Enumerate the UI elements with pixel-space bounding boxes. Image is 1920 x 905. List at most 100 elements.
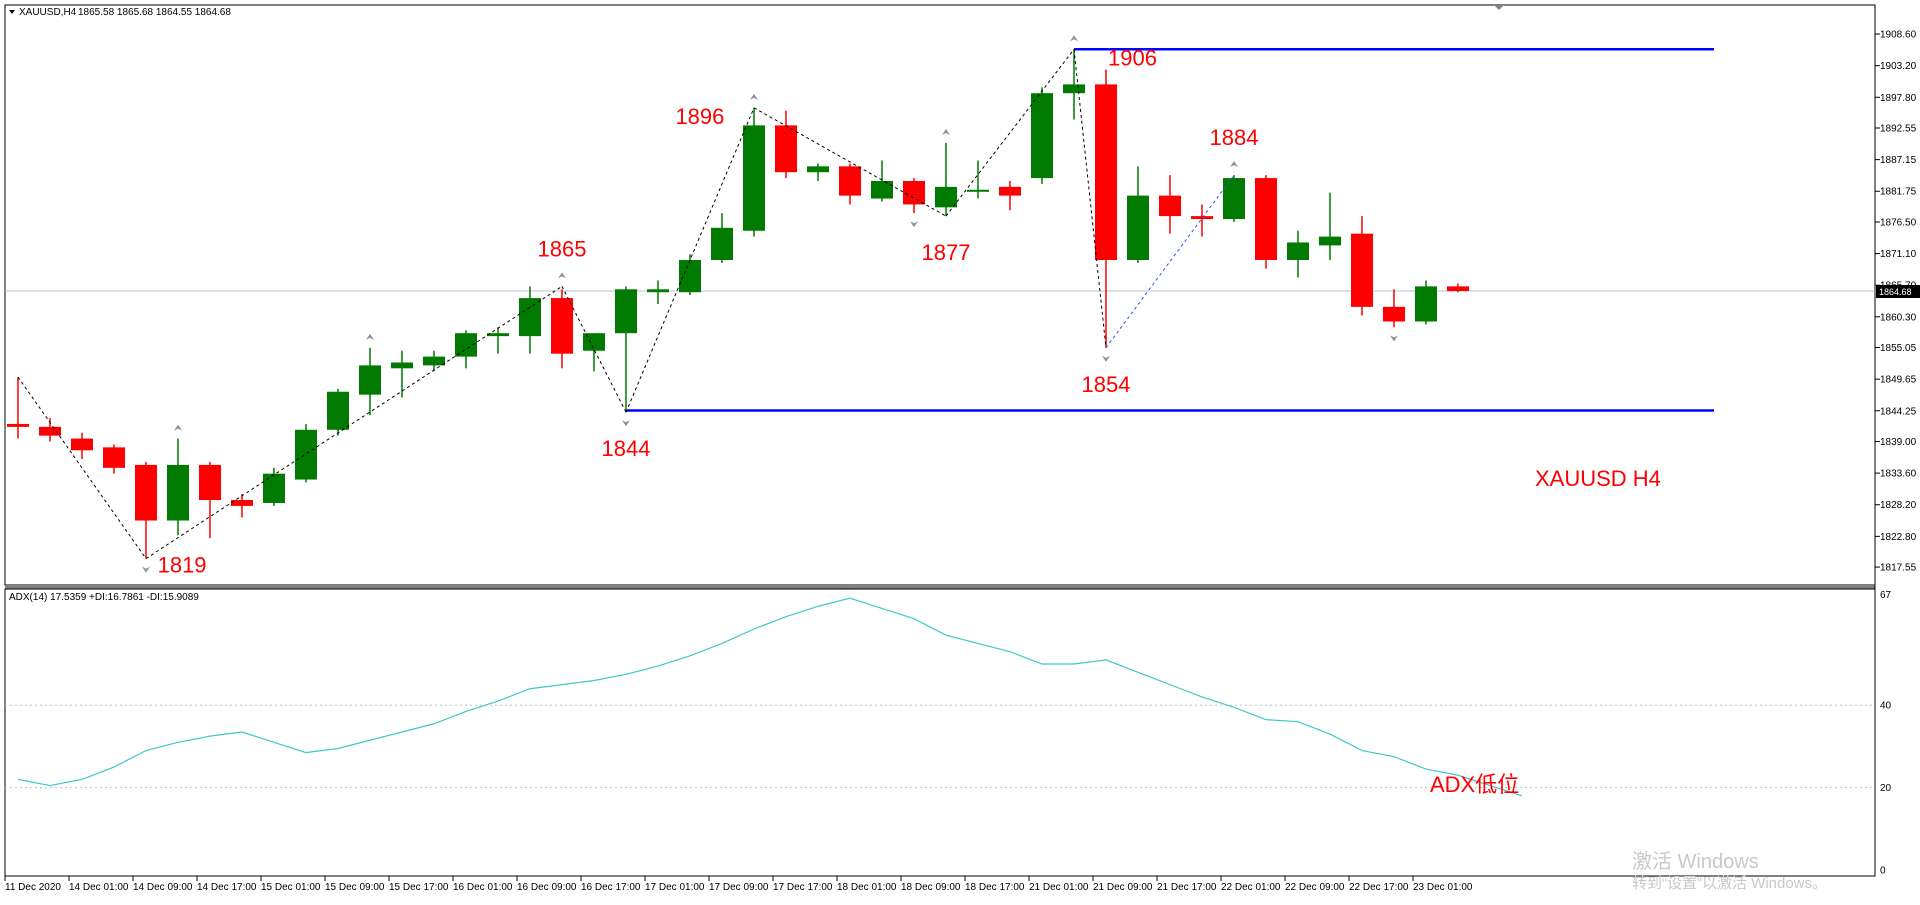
candle[interactable] bbox=[1255, 175, 1277, 269]
adx-line bbox=[17, 597, 1523, 797]
price-annotation: 1865 bbox=[538, 236, 587, 261]
candle-body bbox=[71, 438, 93, 451]
candle-body bbox=[167, 464, 189, 521]
candle[interactable] bbox=[135, 461, 157, 559]
candle[interactable] bbox=[519, 286, 541, 354]
candle-body bbox=[39, 426, 61, 436]
time-tick-label: 22 Dec 17:00 bbox=[1349, 882, 1409, 893]
candle[interactable] bbox=[391, 350, 413, 398]
price-tick-label: 1828.20 bbox=[1880, 500, 1917, 511]
shift-marker-icon[interactable] bbox=[1494, 5, 1504, 10]
zigzag-segment bbox=[753, 107, 947, 217]
price-annotation: 1884 bbox=[1210, 125, 1259, 150]
candle[interactable] bbox=[903, 178, 925, 214]
watermark-line2: 转到“设置”以激活 Windows。 bbox=[1632, 875, 1827, 892]
price-tick-label: 1876.50 bbox=[1880, 217, 1917, 228]
candle[interactable] bbox=[935, 142, 957, 217]
fractal-up-icon bbox=[750, 93, 758, 100]
fractal-markers bbox=[142, 35, 1398, 573]
candle[interactable] bbox=[1191, 204, 1213, 237]
candle[interactable] bbox=[999, 180, 1021, 211]
time-tick-label: 21 Dec 17:00 bbox=[1157, 882, 1217, 893]
candle-body bbox=[935, 186, 957, 208]
time-tick-label: 17 Dec 01:00 bbox=[645, 882, 705, 893]
candle[interactable] bbox=[1447, 283, 1469, 293]
candle-body bbox=[679, 260, 701, 293]
adx-tick-label: 0 bbox=[1880, 866, 1886, 877]
candle-body bbox=[903, 180, 925, 205]
zigzag-lines bbox=[17, 48, 1235, 560]
candle-body bbox=[1095, 84, 1117, 261]
candle[interactable] bbox=[967, 160, 989, 199]
candle[interactable] bbox=[839, 163, 861, 205]
candle[interactable] bbox=[263, 467, 285, 506]
candle[interactable] bbox=[743, 107, 765, 237]
candle[interactable] bbox=[1351, 216, 1373, 316]
candle[interactable] bbox=[647, 280, 669, 304]
candle[interactable] bbox=[1415, 280, 1437, 325]
time-tick-label: 14 Dec 01:00 bbox=[69, 882, 129, 893]
candle[interactable] bbox=[1095, 69, 1117, 348]
time-tick-label: 21 Dec 01:00 bbox=[1029, 882, 1089, 893]
price-annotation: 1877 bbox=[922, 240, 971, 265]
adx-tick-label: 67 bbox=[1880, 590, 1892, 601]
candle[interactable] bbox=[487, 327, 509, 354]
candle[interactable] bbox=[871, 160, 893, 202]
adx-tick-label: 40 bbox=[1880, 701, 1892, 712]
candle[interactable] bbox=[231, 494, 253, 518]
candle-body bbox=[231, 500, 253, 506]
current-price-tag bbox=[1876, 285, 1920, 298]
fractal-down-icon bbox=[622, 420, 630, 427]
adx-header: ADX(14) 17.5359 +DI:16.7861 -DI:15.9089 bbox=[9, 592, 199, 603]
price-tick-label: 1844.25 bbox=[1880, 406, 1917, 417]
candle[interactable] bbox=[615, 286, 637, 413]
candle[interactable] bbox=[1063, 49, 1085, 120]
candle[interactable] bbox=[327, 388, 349, 436]
candle[interactable] bbox=[167, 438, 189, 536]
candle-body bbox=[1383, 306, 1405, 322]
candle-body bbox=[1287, 242, 1309, 261]
price-tick-label: 1839.00 bbox=[1880, 437, 1917, 448]
fractal-up-icon bbox=[366, 333, 374, 340]
candle-body bbox=[1447, 286, 1469, 292]
candle[interactable] bbox=[199, 461, 221, 539]
dropdown-triangle-icon[interactable] bbox=[9, 10, 15, 14]
candle[interactable] bbox=[455, 330, 477, 369]
candle[interactable] bbox=[551, 289, 573, 369]
candle[interactable] bbox=[1287, 230, 1309, 278]
candle[interactable] bbox=[1383, 289, 1405, 328]
candle-body bbox=[423, 356, 445, 366]
time-tick-label: 18 Dec 01:00 bbox=[837, 882, 897, 893]
candle[interactable] bbox=[583, 333, 605, 372]
candle[interactable] bbox=[103, 444, 125, 474]
time-tick-label: 14 Dec 09:00 bbox=[133, 882, 193, 893]
price-tick-label: 1833.60 bbox=[1880, 469, 1917, 480]
candle[interactable] bbox=[359, 347, 381, 416]
candle[interactable] bbox=[295, 423, 317, 483]
candle[interactable] bbox=[775, 110, 797, 179]
candle[interactable] bbox=[807, 163, 829, 181]
candle[interactable] bbox=[7, 377, 29, 439]
time-tick-label: 17 Dec 09:00 bbox=[709, 882, 769, 893]
candle-body bbox=[711, 227, 733, 261]
time-tick-label: 14 Dec 17:00 bbox=[197, 882, 257, 893]
candle[interactable] bbox=[1319, 192, 1341, 261]
time-tick-label: 22 Dec 01:00 bbox=[1221, 882, 1281, 893]
current-price-text: 1864.68 bbox=[1879, 287, 1912, 297]
candle[interactable] bbox=[1031, 87, 1053, 184]
candle[interactable] bbox=[711, 213, 733, 263]
candle-body bbox=[1191, 216, 1213, 220]
candle-body bbox=[1415, 286, 1437, 322]
candle[interactable] bbox=[71, 432, 93, 460]
candle-body bbox=[1319, 236, 1341, 246]
ohlc-values: 1865.58 1865.68 1864.55 1864.68 bbox=[78, 7, 231, 18]
candle[interactable] bbox=[1159, 175, 1181, 234]
candle-body bbox=[871, 180, 893, 199]
chart-title: XAUUSD H4 bbox=[1535, 466, 1661, 491]
candle[interactable] bbox=[1127, 166, 1149, 263]
candle[interactable] bbox=[1223, 175, 1245, 222]
candles[interactable] bbox=[7, 49, 1469, 559]
candle[interactable] bbox=[423, 350, 445, 372]
